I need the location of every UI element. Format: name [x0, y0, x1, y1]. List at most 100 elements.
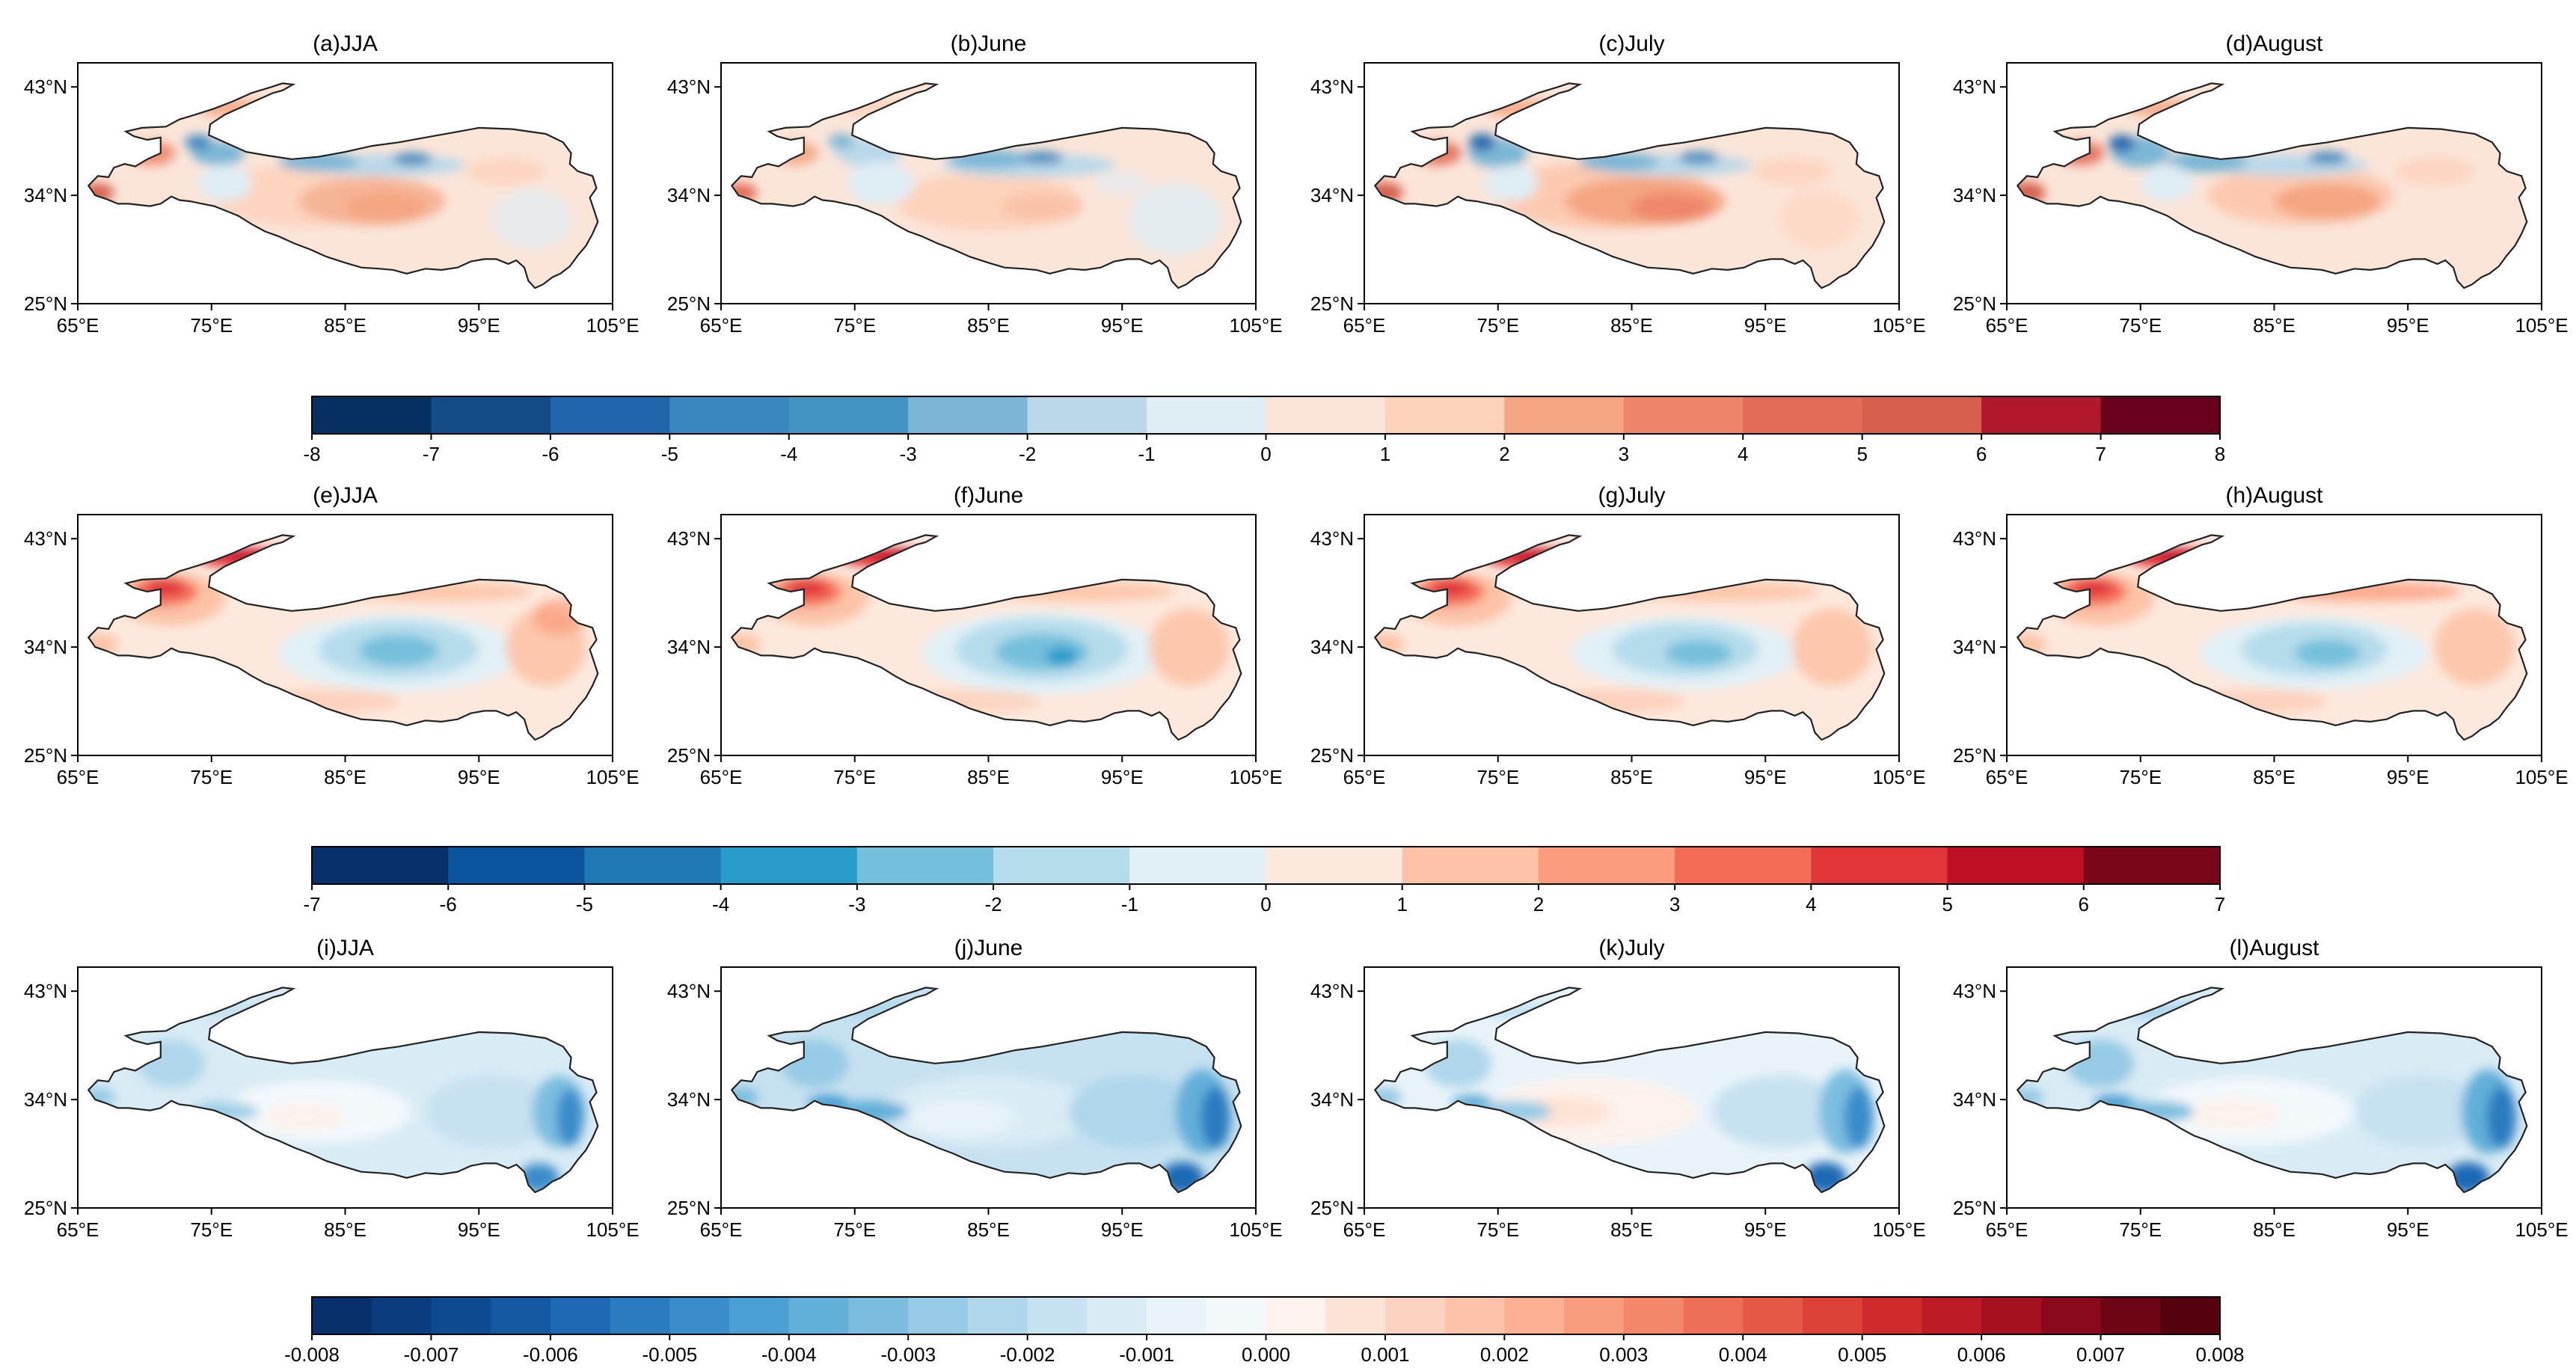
- colorbar-segment: [788, 1297, 850, 1334]
- colorbar-segment: [1683, 1297, 1744, 1334]
- lon-tick-label: 75°E: [833, 1218, 876, 1241]
- colorbar-segment: [788, 396, 909, 434]
- colorbar-tick-label: 0.003: [1599, 1343, 1648, 1366]
- colorbar-segment: [2100, 1297, 2161, 1334]
- colorbar-tick-label: -0.004: [761, 1343, 817, 1366]
- colorbar-segment: [1147, 1297, 1207, 1334]
- lat-tick-label: 25°N: [24, 1197, 67, 1219]
- lat-tick-label: 34°N: [667, 1088, 711, 1111]
- lat-tick-label: 43°N: [1310, 76, 1354, 98]
- colorbar-segment: [1206, 1297, 1267, 1334]
- plateau-boundary: [730, 987, 1242, 1194]
- lat-tick-label: 25°N: [1953, 1197, 1996, 1219]
- colorbar-tick-label: -1: [1138, 443, 1156, 465]
- lat-tick-label: 43°N: [24, 980, 67, 1002]
- colorbar-tick-label: -3: [848, 893, 865, 915]
- colorbar-tick-label: 3: [1669, 893, 1680, 915]
- colorbar-tick-label: -3: [900, 443, 917, 465]
- colorbar-tick-label: 2: [1499, 443, 1509, 465]
- colorbar-segment: [1538, 847, 1675, 884]
- colorbar-segment: [2040, 1297, 2102, 1334]
- panel-title: (j)June: [954, 936, 1023, 960]
- colorbar: -0.008 -0.007 -0.006 -0.005 -0.004 -0.003 -0.0…: [284, 1296, 2245, 1366]
- lat-tick-label: 43°N: [24, 527, 67, 550]
- colorbar-tick-label: -0.003: [880, 1343, 936, 1366]
- colorbar-segment: [729, 1297, 790, 1334]
- colorbar-segment: [312, 847, 449, 884]
- lon-tick-label: 65°E: [57, 766, 99, 788]
- colorbar-tick-label: 0.007: [2076, 1343, 2125, 1366]
- lon-tick-label: 75°E: [2119, 766, 2162, 788]
- lon-tick-label: 65°E: [1343, 314, 1386, 337]
- lat-tick-label: 34°N: [667, 184, 711, 206]
- field-map: [732, 987, 1242, 1193]
- lat-tick-label: 25°N: [1953, 744, 1996, 767]
- colorbar-segment: [491, 1297, 551, 1334]
- colorbar-tick-label: -1: [1121, 893, 1138, 915]
- colorbar-segment: [2100, 396, 2221, 434]
- lon-tick-label: 85°E: [1610, 766, 1653, 788]
- lon-tick-label: 105°E: [1229, 1218, 1282, 1241]
- field-map: [88, 83, 598, 289]
- lat-tick-label: 34°N: [1953, 636, 1996, 658]
- colorbar-segment: [1802, 1297, 1863, 1334]
- colorbar-tick-label: -0.007: [404, 1343, 459, 1366]
- lon-tick-label: 65°E: [1343, 766, 1386, 788]
- lon-tick-label: 85°E: [1610, 1218, 1653, 1241]
- colorbar-segment: [1623, 396, 1744, 434]
- field-map: [2017, 535, 2527, 740]
- map-panel: (l)August 43°N 34°N 25°N65°E 75°E 85°E 95°E 105…: [1953, 936, 2569, 1241]
- map-panel: (f)June 43°N 34°N 25°N65°E 75°E 85°E 95°E 105°E: [667, 483, 1283, 788]
- colorbar-segment: [1504, 396, 1625, 434]
- lat-tick-label: 25°N: [667, 1197, 711, 1219]
- colorbar: -7 -6 -5 -4 -3 -2 -1 0 1 2 3 4 5 6 7: [303, 846, 2225, 915]
- colorbar-segment: [1743, 396, 1863, 434]
- lat-tick-label: 25°N: [1953, 292, 1996, 315]
- colorbar-segment: [1623, 1297, 1684, 1334]
- colorbar-segment: [1981, 396, 2102, 434]
- lon-tick-label: 105°E: [2515, 766, 2568, 788]
- colorbar-tick-label: 1: [1396, 893, 1407, 915]
- lat-tick-label: 43°N: [1310, 980, 1354, 1002]
- map-panel: (h)August 43°N 34°N 25°N65°E 75°E 85°E 95°E 105…: [1953, 483, 2569, 788]
- colorbar-tick-label: 7: [2215, 893, 2225, 915]
- lon-tick-label: 95°E: [2387, 766, 2429, 788]
- lon-tick-label: 105°E: [586, 766, 639, 788]
- lon-tick-label: 65°E: [57, 1218, 99, 1241]
- lon-tick-label: 105°E: [1229, 314, 1282, 337]
- colorbar-tick-label: 2: [1533, 893, 1544, 915]
- map-panel: (j)June 43°N 34°N 25°N65°E 75°E 85°E 95°E 105°E: [667, 936, 1283, 1241]
- lon-tick-label: 95°E: [458, 314, 500, 337]
- colorbar-tick-label: 5: [1942, 893, 1952, 915]
- lon-tick-label: 95°E: [1101, 314, 1144, 337]
- lon-tick-label: 105°E: [1229, 766, 1282, 788]
- colorbar-segment: [610, 1297, 670, 1334]
- colorbar-segment: [431, 1297, 491, 1334]
- lon-tick-label: 65°E: [1986, 766, 2028, 788]
- plateau-boundary: [1373, 987, 1886, 1194]
- colorbar-tick-label: -5: [661, 443, 678, 465]
- colorbar-segment: [431, 396, 551, 434]
- map-panel: (e)JJA 43°N 34°N 25°N65°E 75°E 85°E 95°E 105°E: [24, 483, 640, 788]
- lon-tick-label: 85°E: [1610, 314, 1653, 337]
- lat-tick-label: 25°N: [24, 292, 67, 315]
- colorbar-segment: [1087, 1297, 1147, 1334]
- colorbar-segment: [669, 1297, 730, 1334]
- colorbar-segment: [448, 847, 586, 884]
- colorbar-segment: [584, 847, 722, 884]
- colorbar-segment: [2083, 847, 2221, 884]
- map-panel: (i)JJA 43°N 34°N 25°N65°E 75°E 85°E 95°E 105°E: [24, 936, 640, 1241]
- panel-title: (c)July: [1598, 31, 1664, 56]
- lon-tick-label: 65°E: [1343, 1218, 1386, 1241]
- colorbar-segment: [720, 847, 858, 884]
- colorbar-tick-label: 0.002: [1480, 1343, 1529, 1366]
- lon-tick-label: 95°E: [2387, 1218, 2429, 1241]
- lon-tick-label: 105°E: [1872, 1218, 1925, 1241]
- colorbar-tick-label: 4: [1738, 443, 1748, 465]
- lat-tick-label: 34°N: [1310, 1088, 1354, 1111]
- lon-tick-label: 85°E: [2253, 766, 2296, 788]
- lon-tick-label: 75°E: [190, 314, 233, 337]
- lon-tick-label: 65°E: [700, 314, 743, 337]
- field-map: [88, 535, 598, 740]
- colorbar-segment: [669, 396, 790, 434]
